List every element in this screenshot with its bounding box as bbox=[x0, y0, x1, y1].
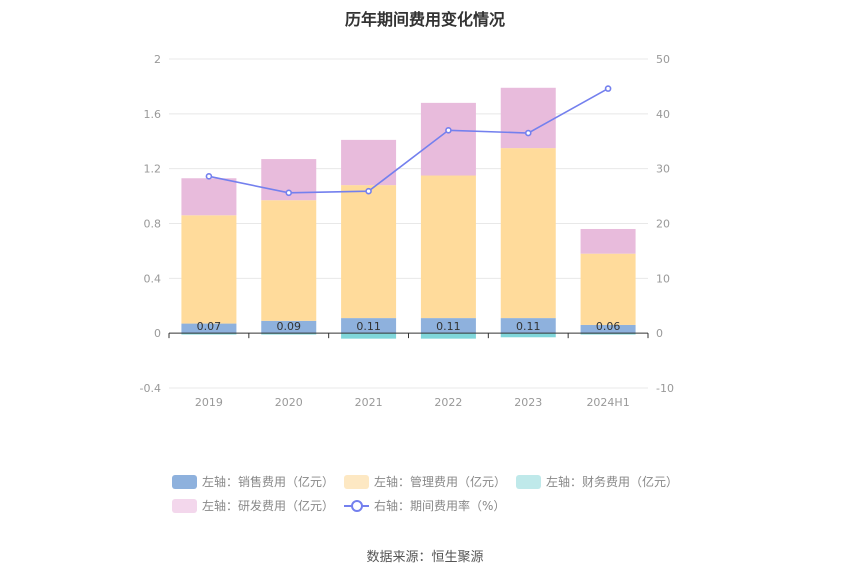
legend-swatch-finance bbox=[516, 474, 541, 489]
x-axis-category-label: 2019 bbox=[195, 396, 223, 409]
legend-label: 左轴：销售费用（亿元） bbox=[202, 475, 335, 489]
right-axis-tick-label: -10 bbox=[656, 382, 674, 395]
rate-point bbox=[365, 187, 372, 195]
left-axis-tick-label: 1.6 bbox=[144, 108, 162, 121]
bar-finance bbox=[580, 333, 636, 335]
rate-line bbox=[208, 87, 609, 194]
bar-management bbox=[181, 215, 237, 324]
right-axis-tick-label: 30 bbox=[656, 163, 670, 176]
bar-sales bbox=[261, 320, 317, 334]
source-note: 数据来源：恒生聚源 bbox=[366, 550, 484, 565]
legend-item-finance[interactable]: 左轴：财务费用（亿元） bbox=[516, 473, 678, 490]
bar-management bbox=[500, 148, 556, 319]
bar-sales bbox=[580, 324, 636, 334]
left-axis-tick-label: 1.2 bbox=[144, 163, 162, 176]
bar-rd bbox=[181, 178, 237, 216]
rate-point bbox=[524, 129, 532, 137]
legend-item-rd[interactable]: 左轴：研发费用（亿元） bbox=[172, 497, 334, 514]
bar-finance bbox=[420, 333, 476, 339]
bar-management bbox=[420, 175, 476, 319]
legend-item-management[interactable]: 左轴：管理费用（亿元） bbox=[344, 473, 506, 490]
chart-title: 历年期间费用变化情况 bbox=[344, 10, 505, 29]
bar-rd bbox=[341, 139, 397, 186]
bar-rd bbox=[580, 228, 636, 254]
bar-rd bbox=[500, 87, 556, 149]
rate-point bbox=[205, 173, 213, 180]
bar-finance bbox=[341, 333, 397, 339]
right-axis-tick-label: 20 bbox=[656, 218, 670, 231]
right-axis-tick-label: 40 bbox=[656, 108, 670, 121]
left-axis-tick-label: 2 bbox=[154, 53, 161, 66]
left-axis-tick-label: 0.4 bbox=[144, 272, 162, 285]
legend-swatch-sales bbox=[172, 474, 197, 489]
rate-point bbox=[285, 189, 293, 197]
x-axis-category-label: 2020 bbox=[275, 396, 303, 409]
bar-rd bbox=[420, 102, 476, 176]
rate-point bbox=[445, 126, 452, 134]
left-axis-tick-label: -0.4 bbox=[140, 382, 161, 395]
bar-management bbox=[341, 185, 397, 319]
x-axis-category-label: 2023 bbox=[514, 396, 542, 409]
legend-swatch-management bbox=[344, 474, 369, 489]
bar-management bbox=[580, 253, 636, 325]
legend-swatch-rate bbox=[344, 499, 369, 513]
bar-sales bbox=[420, 318, 476, 334]
bar-sales bbox=[181, 323, 237, 334]
right-axis-tick-label: 50 bbox=[656, 53, 670, 66]
sales-data-label: 0.07 bbox=[197, 320, 222, 333]
right-axis-tick-label: 10 bbox=[656, 272, 670, 285]
sales-data-label: 0.11 bbox=[436, 320, 461, 333]
rate-point bbox=[604, 85, 612, 92]
sales-data-label: 0.11 bbox=[356, 320, 381, 333]
bar-sales bbox=[500, 318, 556, 334]
bar-finance bbox=[500, 333, 556, 338]
legend-label: 左轴：财务费用（亿元） bbox=[546, 475, 679, 489]
bar-sales bbox=[341, 318, 397, 334]
bar-finance bbox=[261, 333, 317, 335]
x-axis-category-label: 2021 bbox=[355, 396, 383, 409]
legend-swatch-rd bbox=[172, 498, 197, 513]
legend-item-sales[interactable]: 左轴：销售费用（亿元） bbox=[172, 473, 334, 490]
x-axis-category-label: 2022 bbox=[434, 396, 462, 409]
sales-data-label: 0.11 bbox=[516, 320, 541, 333]
x-axis-category-label: 2024H1 bbox=[586, 396, 629, 409]
legend-item-rate[interactable]: 右轴：期间费用率（%） bbox=[344, 497, 505, 514]
sales-data-label: 0.09 bbox=[277, 320, 302, 333]
chart-plot: -0.4 0 0.4 0.8 1.2 1.6 2 -10 0 10 20 30 40 50 0.07 0.09… bbox=[140, 53, 674, 409]
left-axis-tick-label: 0 bbox=[154, 327, 161, 340]
left-axis-tick-label: 0.8 bbox=[144, 218, 162, 231]
legend-label: 左轴：研发费用（亿元） bbox=[202, 499, 335, 513]
legend-label: 右轴：期间费用率（%） bbox=[374, 499, 506, 513]
bar-management bbox=[261, 200, 317, 321]
legend-label: 左轴：管理费用（亿元） bbox=[374, 475, 507, 489]
bar-finance bbox=[181, 333, 237, 335]
right-axis-tick-label: 0 bbox=[656, 327, 663, 340]
sales-data-label: 0.06 bbox=[596, 320, 621, 333]
